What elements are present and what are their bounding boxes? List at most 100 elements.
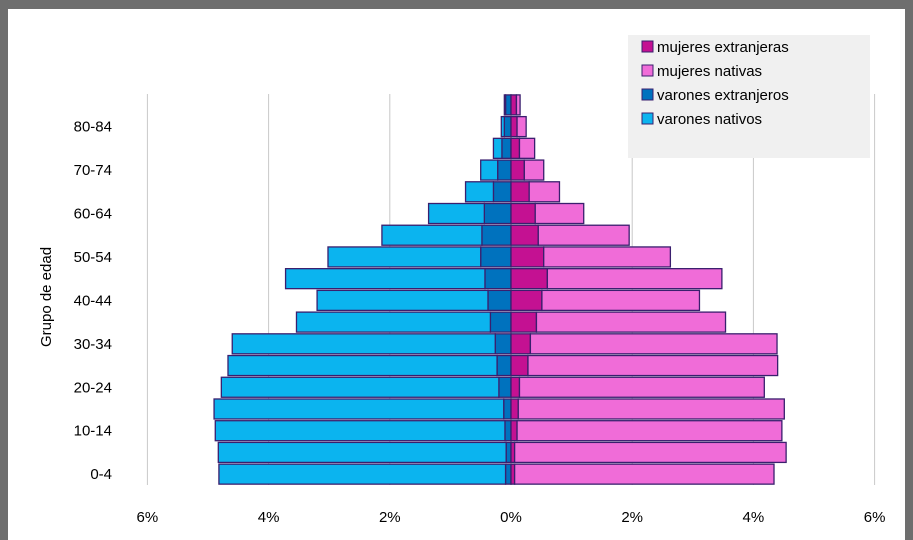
bar-mujeres-nativas-25-29 bbox=[527, 354, 779, 377]
bar-mujeres-extranjeras-15-19 bbox=[510, 398, 519, 420]
bar-varones-extranjeros-85+ bbox=[504, 94, 512, 116]
bar-varones-extranjeros-5-9 bbox=[505, 441, 512, 464]
bar-varones-nativos-85+ bbox=[503, 94, 507, 116]
bar-mujeres-nativas-65-69 bbox=[528, 181, 561, 203]
x-tick-label: 0% bbox=[500, 509, 522, 526]
bar-varones-extranjeros-50-54 bbox=[480, 246, 512, 268]
legend-label: mujeres extranjeras bbox=[657, 39, 789, 56]
bar-mujeres-extranjeras-55-59 bbox=[510, 224, 539, 246]
bar-varones-extranjeros-30-34 bbox=[494, 333, 512, 355]
bar-mujeres-nativas-35-39 bbox=[535, 311, 727, 333]
y-tick-label: 80-84 bbox=[74, 119, 112, 136]
y-tick-label: 20-24 bbox=[74, 379, 112, 396]
bar-mujeres-nativas-50-54 bbox=[543, 246, 672, 268]
bar-varones-nativos-15-19 bbox=[213, 398, 505, 420]
bar-varones-nativos-70-74 bbox=[480, 159, 499, 181]
bar-mujeres-extranjeras-10-14 bbox=[510, 420, 518, 442]
bar-varones-extranjeros-60-64 bbox=[483, 202, 512, 225]
legend-swatch bbox=[641, 64, 654, 77]
bar-varones-extranjeros-65-69 bbox=[492, 181, 512, 203]
bars-layer bbox=[213, 94, 787, 485]
bar-mujeres-nativas-80-84 bbox=[516, 115, 527, 138]
y-tick-label: 70-74 bbox=[74, 162, 112, 179]
bar-mujeres-nativas-55-59 bbox=[537, 224, 630, 246]
bar-mujeres-nativas-30-34 bbox=[529, 333, 778, 355]
bar-varones-nativos-55-59 bbox=[381, 224, 483, 246]
bar-mujeres-extranjeras-40-44 bbox=[510, 289, 543, 312]
bar-varones-extranjeros-55-59 bbox=[481, 224, 512, 246]
bar-varones-nativos-65-69 bbox=[464, 181, 495, 203]
bar-mujeres-extranjeras-85+ bbox=[510, 94, 518, 116]
bar-varones-nativos-35-39 bbox=[295, 311, 492, 333]
bar-mujeres-extranjeras-50-54 bbox=[510, 246, 545, 268]
chart-panel: 6% 4% 2% 0% 2% 4% 6% 0-4 10-14 20-24 30-34 40-44 50-… bbox=[8, 9, 905, 540]
bar-mujeres-nativas-45-49 bbox=[546, 268, 723, 290]
legend-label: varones nativos bbox=[657, 111, 762, 128]
legend: mujeres extranjeras mujeres nativas varone… bbox=[628, 35, 870, 158]
bar-varones-nativos-75-79 bbox=[492, 137, 503, 159]
bar-varones-nativos-30-34 bbox=[231, 333, 496, 355]
x-tick-label: 2% bbox=[621, 509, 643, 526]
bar-varones-nativos-80-84 bbox=[500, 115, 505, 138]
bar-mujeres-nativas-70-74 bbox=[523, 159, 545, 181]
bar-varones-extranjeros-75-79 bbox=[501, 137, 512, 159]
bar-varones-extranjeros-25-29 bbox=[496, 354, 512, 377]
bar-varones-nativos-20-24 bbox=[220, 376, 500, 398]
bar-varones-extranjeros-0-4 bbox=[504, 463, 512, 485]
legend-swatch bbox=[641, 112, 654, 125]
bar-varones-nativos-50-54 bbox=[327, 246, 482, 268]
bar-varones-extranjeros-70-74 bbox=[497, 159, 512, 181]
bar-mujeres-nativas-5-9 bbox=[513, 441, 787, 464]
bar-mujeres-nativas-20-24 bbox=[518, 376, 765, 398]
y-tick-label: 40-44 bbox=[74, 292, 112, 309]
bar-varones-extranjeros-20-24 bbox=[498, 376, 512, 398]
x-tick-label: 4% bbox=[258, 509, 280, 526]
bar-varones-nativos-25-29 bbox=[227, 354, 498, 377]
bar-varones-extranjeros-80-84 bbox=[503, 115, 512, 138]
y-tick-label: 10-14 bbox=[74, 423, 112, 440]
bar-mujeres-nativas-60-64 bbox=[534, 202, 585, 225]
bar-mujeres-extranjeras-35-39 bbox=[510, 311, 538, 333]
bar-mujeres-extranjeras-60-64 bbox=[510, 202, 536, 225]
bar-varones-extranjeros-10-14 bbox=[504, 420, 512, 442]
bar-varones-nativos-40-44 bbox=[316, 289, 489, 312]
population-pyramid-chart: 6% 4% 2% 0% 2% 4% 6% 0-4 10-14 20-24 30-34 40-44 50-… bbox=[38, 35, 886, 526]
bar-mujeres-nativas-40-44 bbox=[541, 289, 701, 312]
bar-mujeres-nativas-15-19 bbox=[517, 398, 785, 420]
bar-mujeres-extranjeras-25-29 bbox=[510, 354, 529, 377]
legend-swatch bbox=[641, 88, 654, 101]
bar-mujeres-extranjeras-30-34 bbox=[510, 333, 532, 355]
x-tick-label: 6% bbox=[864, 509, 886, 526]
bar-mujeres-nativas-0-4 bbox=[513, 463, 775, 485]
bar-varones-extranjeros-45-49 bbox=[484, 268, 512, 290]
y-tick-label: 50-54 bbox=[74, 249, 112, 266]
x-tick-label: 6% bbox=[137, 509, 159, 526]
bar-varones-extranjeros-35-39 bbox=[489, 311, 512, 333]
y-axis-label: Grupo de edad bbox=[38, 247, 55, 347]
bar-varones-extranjeros-40-44 bbox=[487, 289, 512, 312]
grid-layer bbox=[146, 94, 876, 485]
bar-mujeres-extranjeras-75-79 bbox=[510, 137, 521, 159]
bar-mujeres-extranjeras-70-74 bbox=[510, 159, 525, 181]
axis-layer: 6% 4% 2% 0% 2% 4% 6% 0-4 10-14 20-24 30-34 40-44 50-… bbox=[74, 119, 886, 526]
bar-varones-nativos-10-14 bbox=[214, 420, 506, 442]
legend-label: varones extranjeros bbox=[657, 87, 789, 104]
bar-mujeres-nativas-10-14 bbox=[516, 420, 783, 442]
bar-varones-nativos-5-9 bbox=[217, 441, 507, 464]
x-tick-label: 2% bbox=[379, 509, 401, 526]
bar-varones-nativos-0-4 bbox=[218, 463, 507, 485]
bar-varones-nativos-60-64 bbox=[427, 202, 485, 225]
legend-swatch bbox=[641, 40, 654, 53]
bar-mujeres-nativas-75-79 bbox=[518, 137, 536, 159]
bar-mujeres-extranjeras-20-24 bbox=[510, 376, 521, 398]
bar-mujeres-extranjeras-80-84 bbox=[510, 115, 518, 138]
y-tick-label: 30-34 bbox=[74, 336, 112, 353]
x-tick-label: 4% bbox=[743, 509, 765, 526]
legend-box bbox=[628, 35, 870, 158]
y-tick-label: 60-64 bbox=[74, 206, 112, 223]
y-tick-label: 0-4 bbox=[90, 466, 112, 483]
bar-mujeres-extranjeras-45-49 bbox=[510, 268, 549, 290]
bar-varones-extranjeros-15-19 bbox=[503, 398, 512, 420]
bar-mujeres-extranjeras-65-69 bbox=[510, 181, 530, 203]
